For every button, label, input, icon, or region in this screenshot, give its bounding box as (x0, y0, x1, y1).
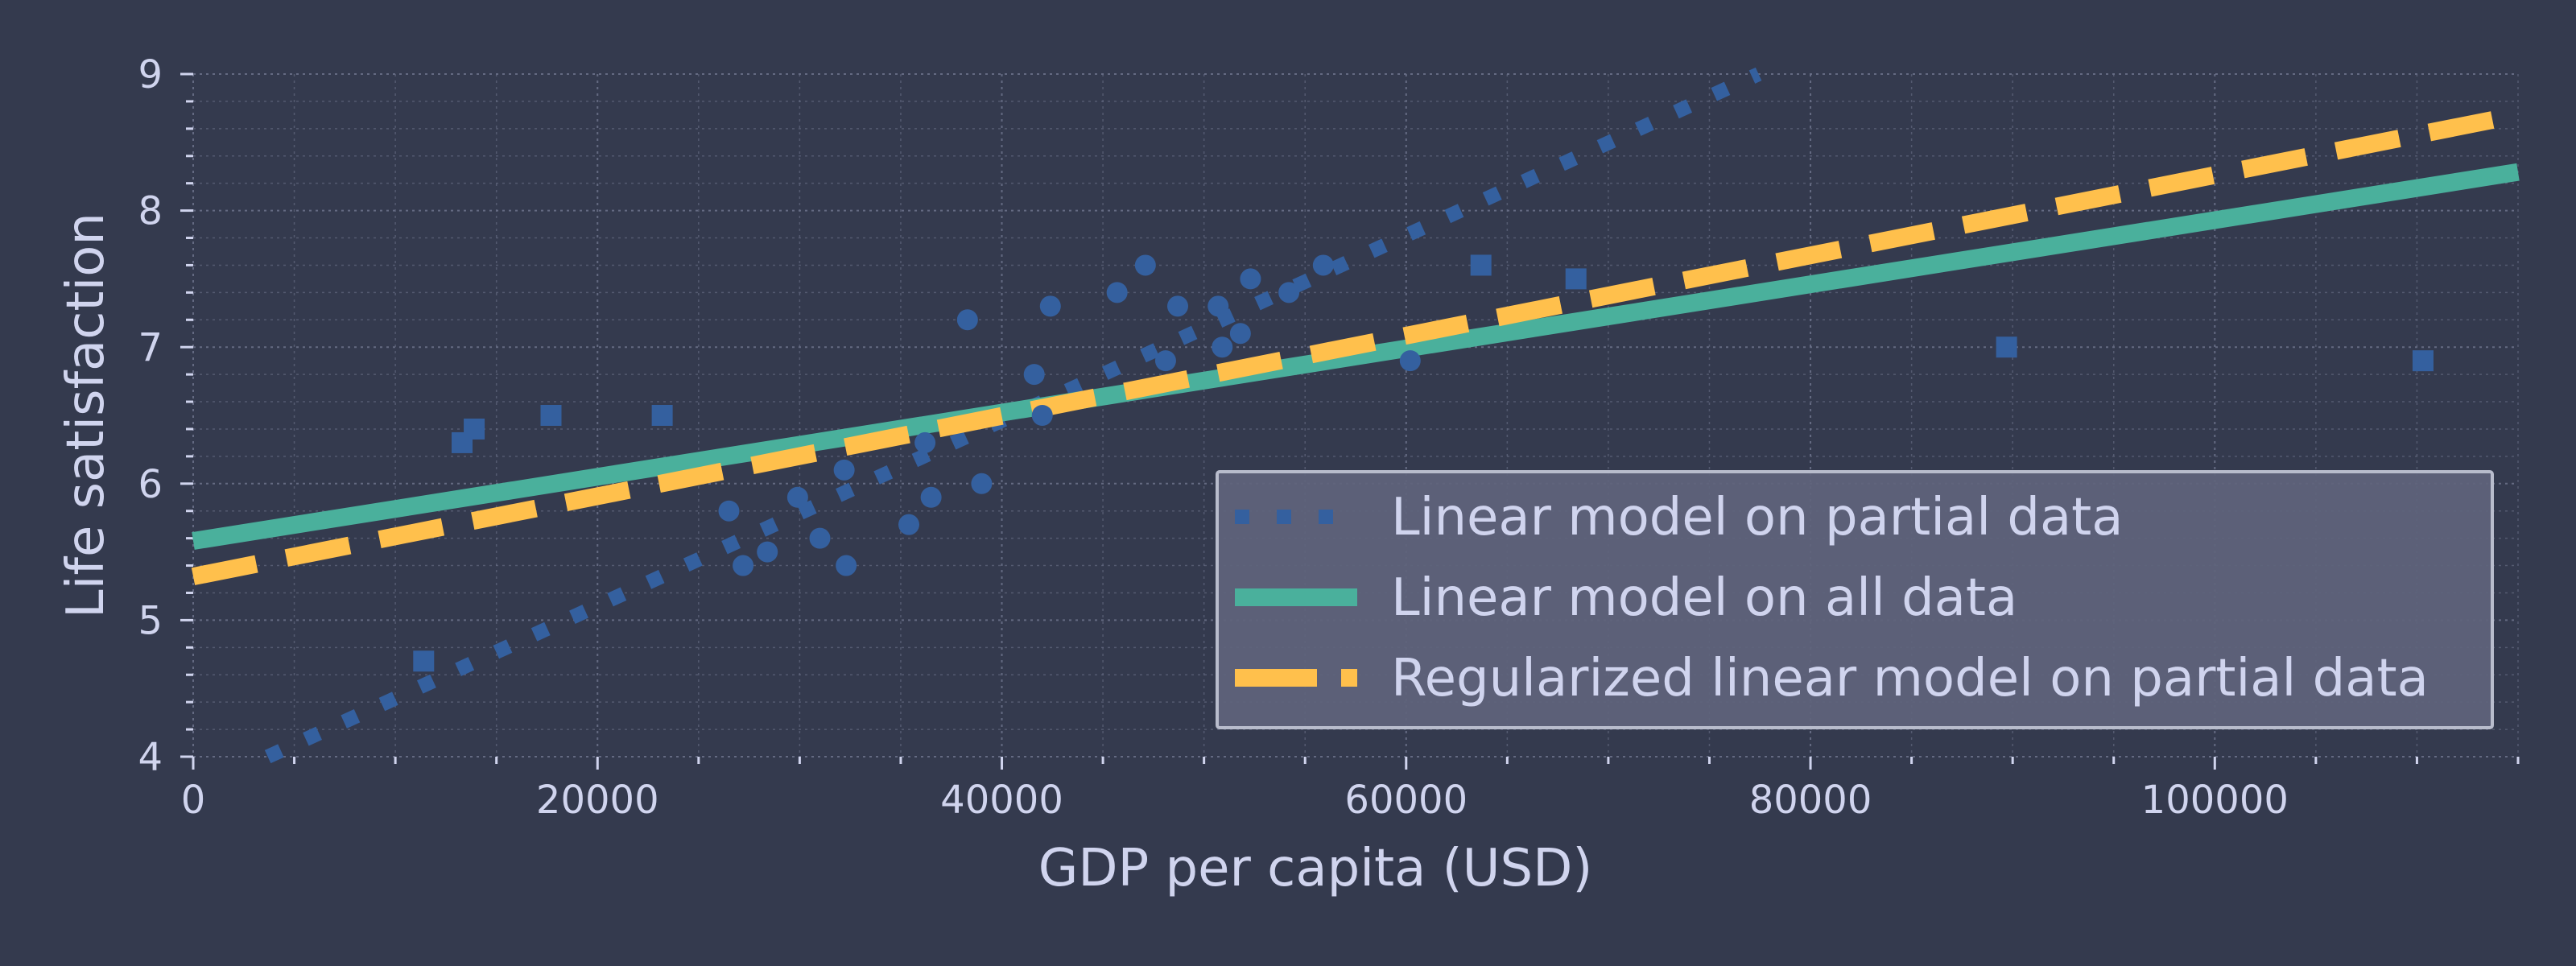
data-point-square (540, 405, 562, 426)
y-tick-label: 5 (138, 598, 163, 643)
data-point-circle (1106, 282, 1128, 303)
data-point-circle (1023, 364, 1045, 386)
y-tick-label: 6 (138, 462, 163, 507)
x-tick-label: 40000 (940, 778, 1063, 823)
data-point-circle (1134, 254, 1156, 276)
model-line-dashed (191, 105, 2520, 585)
model-lines (191, 67, 2520, 764)
data-point-circle (833, 459, 855, 481)
data-point-circle (914, 431, 936, 453)
x-tick-label: 60000 (1344, 778, 1468, 823)
data-point-circle (971, 473, 993, 494)
y-tick-label: 4 (138, 735, 163, 780)
y-axis-label: Life satisfaction (56, 213, 116, 618)
data-point-square (1996, 336, 2017, 358)
data-point-circle (1312, 254, 1334, 276)
model-line-solid (192, 163, 2520, 550)
data-point-circle (1229, 323, 1251, 345)
data-point-circle (1208, 295, 1229, 317)
x-tick-label: 100000 (2141, 778, 2289, 823)
legend-label: Linear model on all data (1391, 568, 2017, 628)
data-point-circle (1212, 336, 1233, 358)
y-tick-label: 9 (138, 52, 163, 97)
data-point-square (1470, 254, 1492, 276)
data-point-square (651, 405, 673, 426)
data-point-circle (920, 486, 942, 508)
data-point-circle (733, 555, 754, 576)
y-tick-label: 7 (138, 325, 163, 370)
data-point-circle (1167, 295, 1189, 317)
data-point-circle (898, 514, 920, 535)
data-point-square (464, 418, 485, 440)
y-tick-label: 8 (138, 189, 163, 234)
data-point-circle (1154, 350, 1176, 372)
data-point-square (2412, 350, 2434, 372)
data-point-circle (786, 486, 808, 508)
data-point-circle (1240, 268, 1261, 290)
data-point-circle (956, 309, 978, 331)
data-point-circle (1278, 282, 1300, 303)
axes: 0 20000 40000 60000 80000 100000 4 5 6 7 8 9 (138, 52, 2520, 823)
legend-label: Linear model on partial data (1391, 488, 2123, 547)
x-tick-label: 20000 (536, 778, 659, 823)
data-points (413, 254, 2434, 672)
data-point-square (1565, 268, 1587, 290)
data-point-circle (1039, 295, 1061, 317)
data-point-circle (757, 541, 778, 563)
data-point-circle (718, 500, 740, 522)
legend: Linear model on partial data Linear model… (1216, 470, 2494, 729)
data-point-square (413, 650, 435, 672)
legend-label: Regularized linear model on partial data (1391, 649, 2429, 708)
data-point-circle (1031, 405, 1053, 426)
data-point-circle (809, 527, 831, 549)
x-axis-label: GDP per capita (USD) (1038, 839, 1593, 898)
x-tick-label: 80000 (1749, 778, 1872, 823)
x-tick-label: 0 (181, 778, 206, 823)
data-point-circle (836, 555, 857, 576)
data-point-circle (1399, 350, 1421, 372)
legend-box (1216, 470, 2494, 729)
